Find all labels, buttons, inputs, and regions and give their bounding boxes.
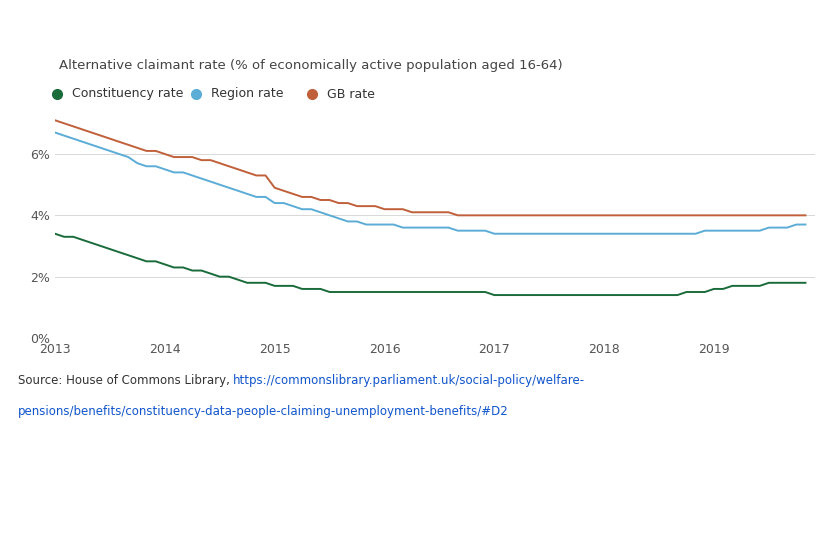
Text: GB rate: GB rate: [327, 87, 375, 100]
Text: pensions/benefits/constituency-data-people-claiming-unemployment-benefits/#D2: pensions/benefits/constituency-data-peop…: [17, 404, 509, 417]
Text: Alternative claimant rate (% of economically active population aged 16-64): Alternative claimant rate (% of economic…: [59, 58, 563, 71]
Text: Constituency rate: Constituency rate: [71, 87, 183, 100]
Text: Region rate: Region rate: [211, 87, 284, 100]
Text: Source: House of Commons Library,: Source: House of Commons Library,: [17, 374, 233, 387]
Text: https://commonslibrary.parliament.uk/social-policy/welfare-: https://commonslibrary.parliament.uk/soc…: [233, 374, 585, 387]
